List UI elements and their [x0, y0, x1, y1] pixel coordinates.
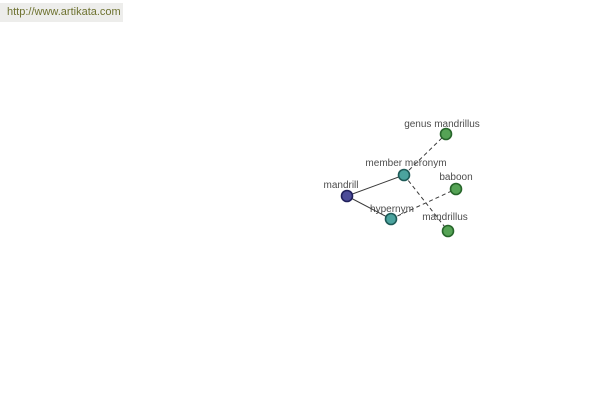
graph-node-label-hypernym: hypernym — [370, 204, 414, 215]
graph-node-label-mandrillus: mandrillus — [422, 212, 468, 223]
graph-node-label-genus-mandrillus: genus mandrillus — [404, 119, 480, 130]
graph-node-hypernym[interactable] — [384, 212, 398, 226]
graph-node-label-member-meronym: member meronym — [365, 158, 446, 169]
graph-node-mandrill[interactable] — [340, 189, 354, 203]
graph-node-label-mandrill: mandrill — [323, 180, 358, 191]
graph-edge-hypernym-baboon — [390, 188, 457, 220]
graph-node-mandrillus[interactable] — [441, 224, 455, 238]
graph-edge-mandrill-hypernym — [346, 195, 392, 220]
graph-node-member-meronym[interactable] — [397, 168, 411, 182]
graph-edge-mandrill-member-meronym — [346, 174, 405, 197]
graph-edge-member-meronym-genus-mandrillus — [403, 133, 447, 176]
graph-node-label-baboon: baboon — [439, 172, 472, 183]
graph-node-genus-mandrillus[interactable] — [439, 127, 453, 141]
url-label: http://www.artikata.com — [0, 3, 123, 22]
graph-node-baboon[interactable] — [449, 182, 463, 196]
